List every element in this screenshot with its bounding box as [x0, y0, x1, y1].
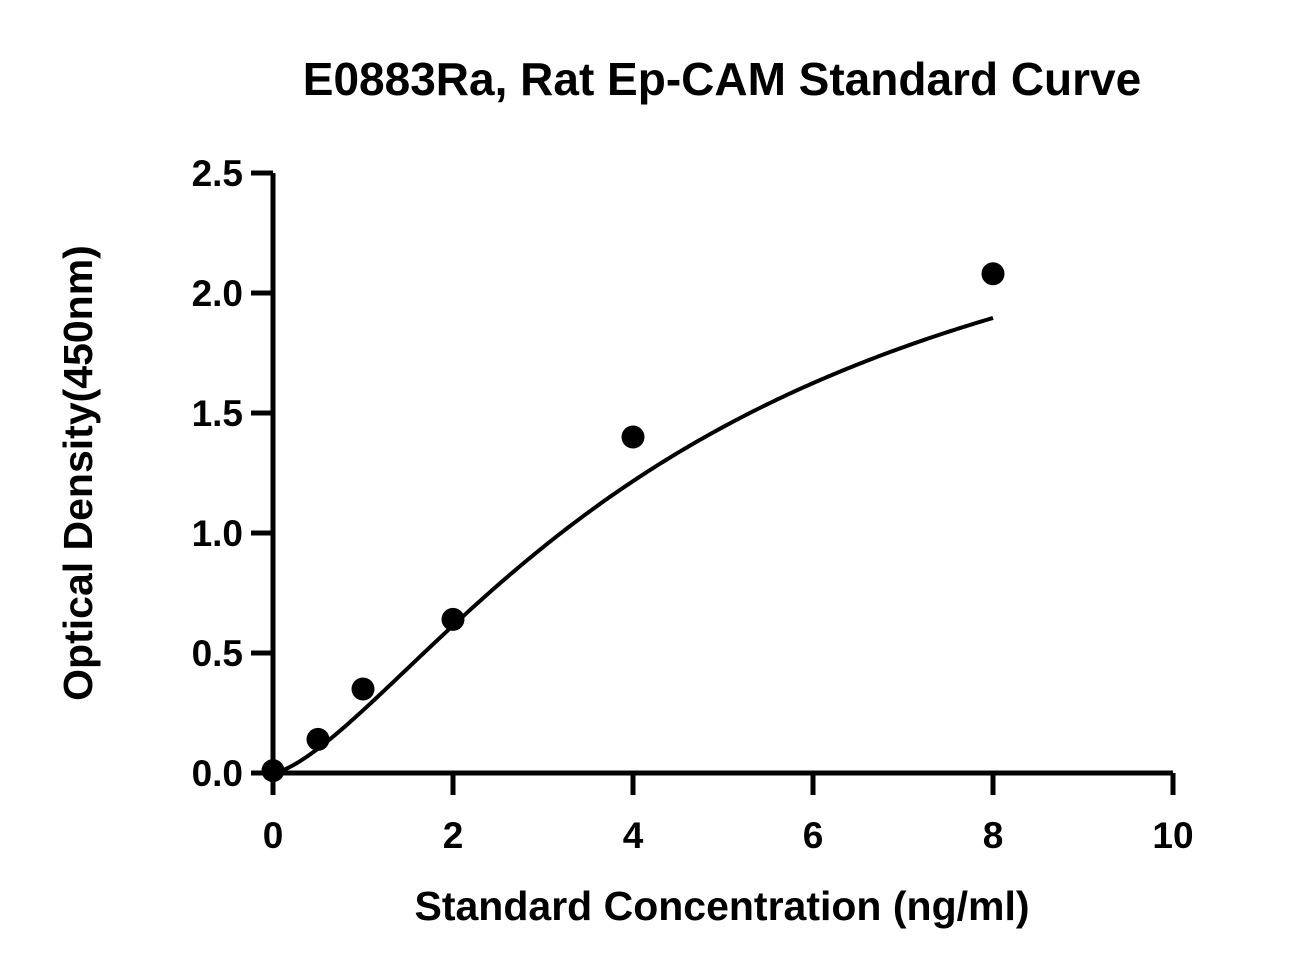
data-point — [981, 262, 1005, 286]
data-points — [261, 262, 1005, 783]
x-axis-label: Standard Concentration (ng/ml) — [415, 883, 1030, 929]
x-tick-label: 8 — [983, 815, 1004, 856]
x-tick-label: 6 — [803, 815, 824, 856]
y-tick-label: 0.0 — [192, 753, 243, 794]
fit-curve — [272, 316, 994, 775]
y-tick-label: 1.5 — [192, 393, 243, 434]
data-point — [621, 425, 645, 449]
y-tick-label: 2.5 — [192, 153, 243, 194]
chart-title: E0883Ra, Rat Ep-CAM Standard Curve — [303, 53, 1141, 105]
axis-ticks: 0 2 4 6 8 10 0.0 0.5 1.0 1.5 2.0 2.5 — [192, 153, 1194, 856]
data-point — [351, 677, 375, 701]
data-point — [261, 759, 285, 783]
y-tick-label: 0.5 — [192, 633, 243, 674]
data-point — [306, 727, 330, 751]
x-tick-label: 0 — [263, 815, 284, 856]
fit-curve-group — [272, 316, 994, 775]
y-tick-label: 2.0 — [192, 273, 243, 314]
x-tick-label: 2 — [443, 815, 464, 856]
data-point — [441, 607, 465, 631]
x-tick-label: 4 — [623, 815, 644, 856]
y-axis-label: Optical Density(450nm) — [55, 245, 101, 701]
y-tick-label: 1.0 — [192, 513, 243, 554]
x-tick-label: 10 — [1152, 815, 1193, 856]
